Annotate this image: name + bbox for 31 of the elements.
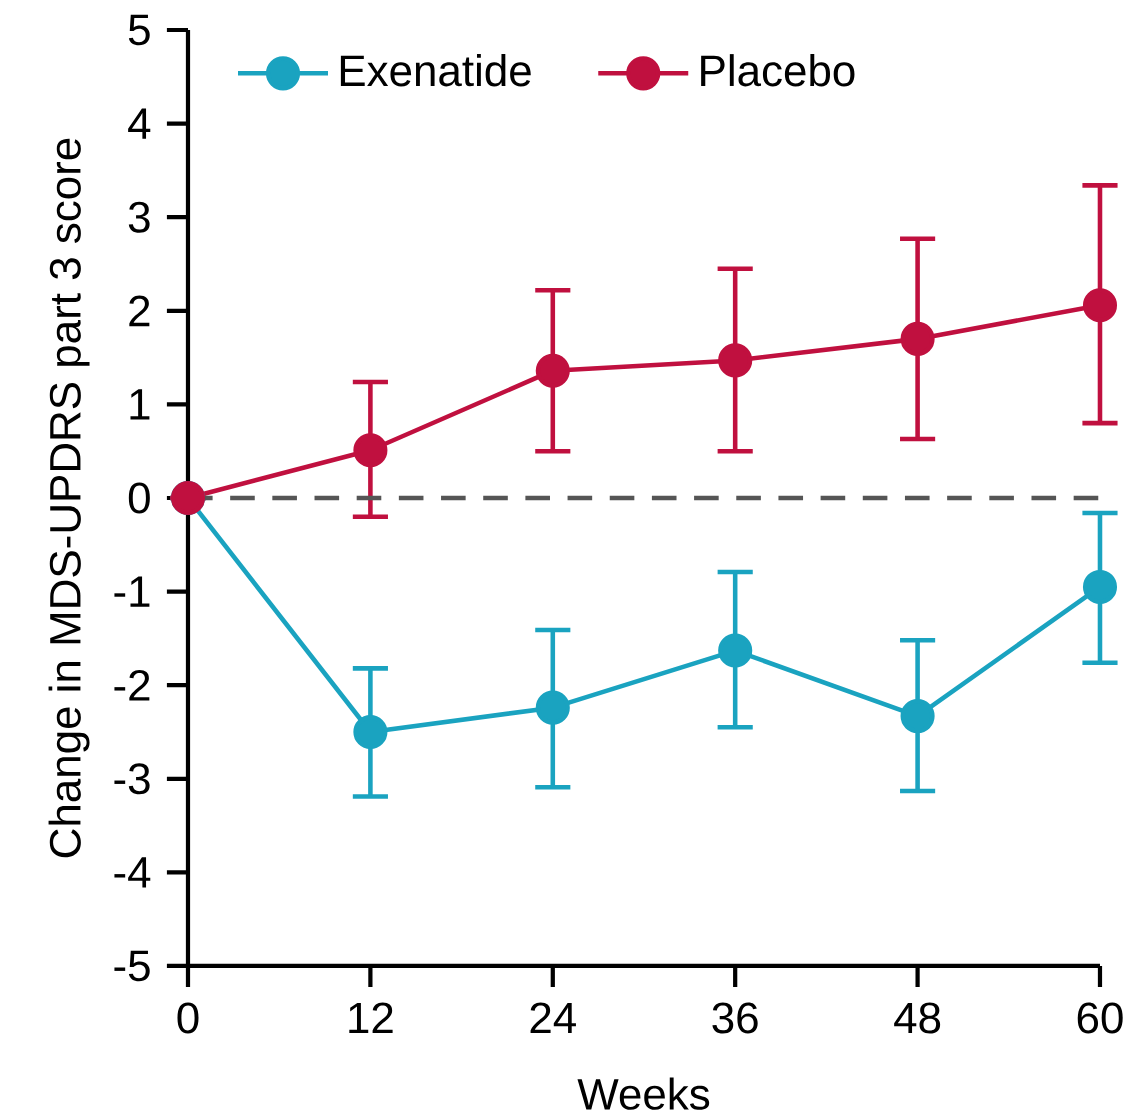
point [718,343,753,378]
point [535,353,570,388]
point [353,433,388,468]
x-tick-label: 36 [712,1002,758,1034]
legend-label: Placebo [701,54,855,87]
x-tick-label: 60 [1077,1002,1123,1034]
y-tick-label: -1 [114,576,150,607]
y-tick-label: -3 [114,763,150,795]
x-tick-label: 12 [349,1002,393,1034]
x-axis-title: Weeks [577,1077,710,1110]
y-tick-label: 5 [128,14,150,46]
x-tick-label: 0 [177,1002,199,1034]
y-tick-label: -2 [114,669,150,701]
legend-label: Exenatide [340,54,531,87]
x-tick-label: 48 [894,1002,941,1034]
point [1082,288,1118,323]
point [718,633,753,668]
x-tick-label: 24 [530,1002,576,1034]
y-tick-label: 2 [129,295,150,327]
point [353,714,388,750]
y-tick-label: 0 [128,482,150,514]
point [900,699,935,734]
y-tick-label: -5 [114,950,150,982]
y-tick-label: 4 [128,108,151,139]
y-axis-title: Change in MDS-UPDRS part 3 score [48,138,90,858]
point [900,321,935,356]
y-tick-label: 3 [128,201,150,233]
y-tick-label: -4 [114,857,151,888]
point [535,690,570,725]
point [1082,569,1118,604]
y-tick-label: 1 [130,389,150,420]
